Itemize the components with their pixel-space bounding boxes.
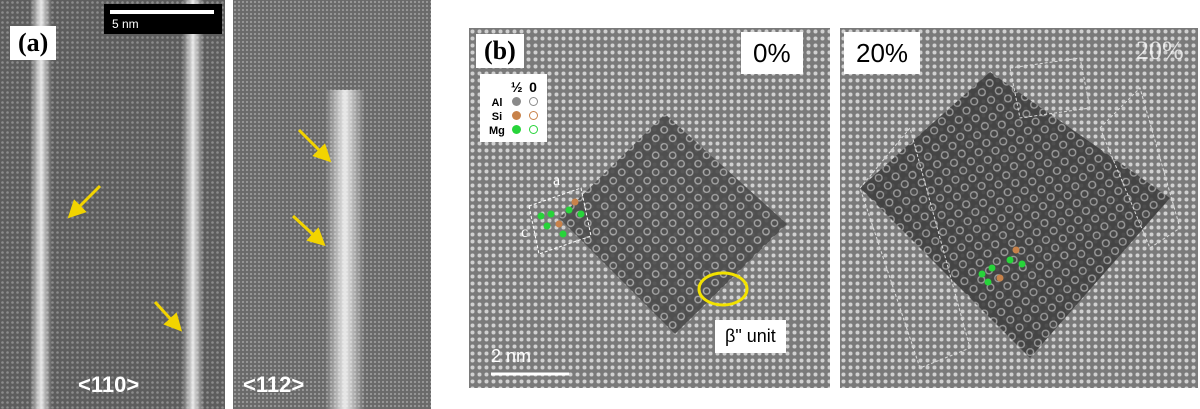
region-outline: [1009, 57, 1091, 119]
atom-legend: ½ 0 Al Si Mg: [480, 74, 547, 142]
atom-overlay: [978, 246, 1026, 286]
hrtem-image-112: [233, 0, 431, 409]
panel-a-label: (a): [10, 26, 57, 60]
yellow-arrow-icon: [297, 128, 332, 163]
scale-bar-text: 5 nm: [112, 17, 139, 31]
mg-ring-icon: [528, 125, 538, 134]
unit-cell-outline: [528, 187, 592, 255]
axis-c-label: c: [521, 224, 529, 241]
yellow-arrow-icon: [153, 300, 183, 332]
legend-col-half: ½: [510, 79, 523, 95]
precipitate-streak: [325, 90, 365, 409]
al-filled-dot-icon: [512, 97, 522, 106]
panel-b-label: (b): [476, 34, 524, 68]
axis-a-label: a: [553, 172, 561, 189]
legend-mg: Mg: [489, 125, 505, 137]
beta-precipitate-region: [860, 72, 1170, 358]
beta-precipitate-region: [559, 114, 787, 334]
strain-label-20-faint: 20%: [1136, 36, 1184, 65]
mg-filled-dot-icon: [512, 125, 522, 134]
region-outline: [1099, 87, 1181, 249]
scale-bar-2nm-text: 2 nm: [491, 346, 532, 366]
beta-unit-label: β" unit: [715, 320, 786, 353]
yellow-arrow-icon: [291, 214, 326, 247]
atom-overlay: [537, 198, 585, 238]
precipitate-streak-left: [30, 0, 52, 409]
hrtem-image-20pct: [840, 28, 1198, 388]
legend-al: Al: [491, 97, 503, 109]
scale-bar-line: [110, 10, 214, 14]
si-filled-dot-icon: [512, 111, 522, 120]
hrtem-image-110: [0, 0, 225, 409]
legend-col-zero: 0: [529, 79, 537, 95]
zone-axis-110-label: <110>: [78, 372, 140, 397]
region-outline: [859, 126, 971, 369]
scale-bar-5nm: 5 nm: [104, 4, 222, 34]
strain-label-20: 20%: [844, 32, 921, 74]
panel-a-image-112: <112>: [233, 0, 431, 409]
strain-label-0: 0%: [741, 32, 803, 74]
precipitate-streak-right: [182, 0, 204, 409]
panel-a-image-110: 5 nm (a) <110>: [0, 0, 225, 409]
yellow-arrow-icon: [67, 184, 102, 219]
panel-b-image-20pct: 20% 20%: [840, 28, 1198, 388]
si-ring-icon: [528, 111, 538, 120]
legend-si: Si: [491, 111, 503, 123]
zone-axis-112-label: <112>: [243, 372, 305, 397]
beta-unit-circle: [697, 271, 749, 307]
al-ring-icon: [528, 97, 538, 106]
